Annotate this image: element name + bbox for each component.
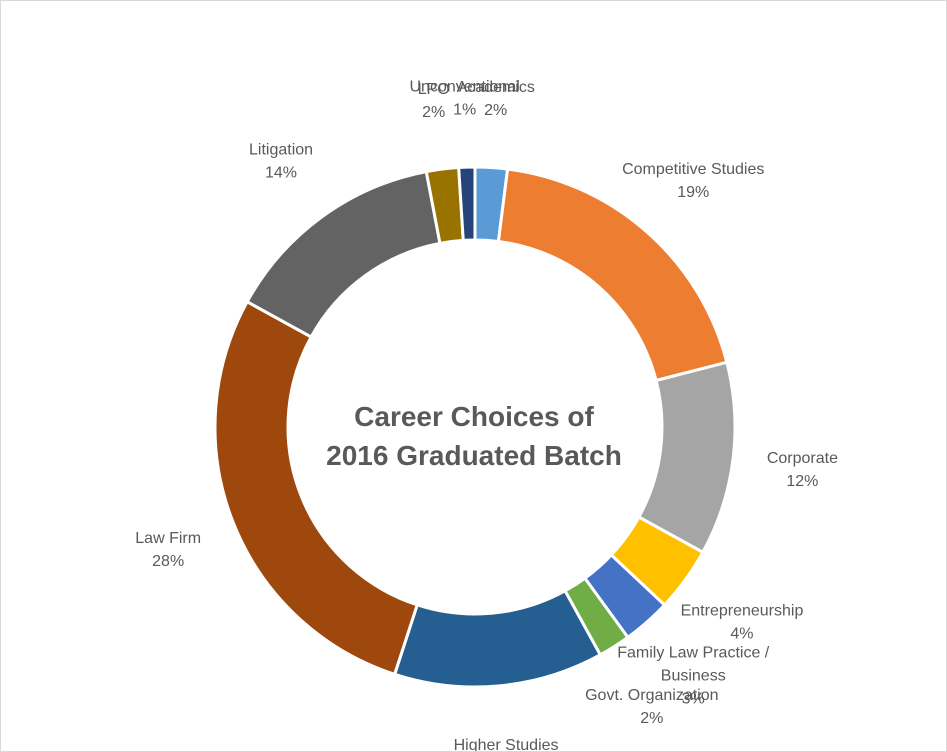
slice-litigation xyxy=(245,169,442,339)
slice-label-lpo: LPO 2% xyxy=(418,81,450,121)
chart-title-line-1: Career Choices of xyxy=(354,401,594,432)
slice-label-entrepreneurship: Entrepreneurship 4% xyxy=(681,602,804,642)
slice-label-corporate: Corporate 12% xyxy=(767,450,838,490)
slice-higher-studies xyxy=(392,588,603,689)
slice-label-academics: Academics 2% xyxy=(457,79,535,119)
slice-labels: Academics 2% Competitive Studies 19% Corpora… xyxy=(135,79,838,751)
slice-label-govt-organization: Govt. Organization 2% xyxy=(585,687,718,727)
doughnut-slices xyxy=(213,165,737,689)
slice-law-firm xyxy=(213,299,420,677)
slice-label-family-law-practice-business: Family Law Practice / Business 3% xyxy=(617,645,770,708)
slice-label-unconventional: Unconventional 1% xyxy=(409,79,519,119)
slice-label-litigation: Litigation 14% xyxy=(249,142,313,182)
slice-label-law-firm: Law Firm 28% xyxy=(135,530,201,570)
slice-unconventional xyxy=(457,165,477,242)
slice-label-competitive-studies: Competitive Studies 19% xyxy=(622,161,764,201)
chart-title-line-2: 2016 Graduated Batch xyxy=(326,440,622,471)
slice-label-higher-studies: Higher Studies13% xyxy=(454,737,559,751)
